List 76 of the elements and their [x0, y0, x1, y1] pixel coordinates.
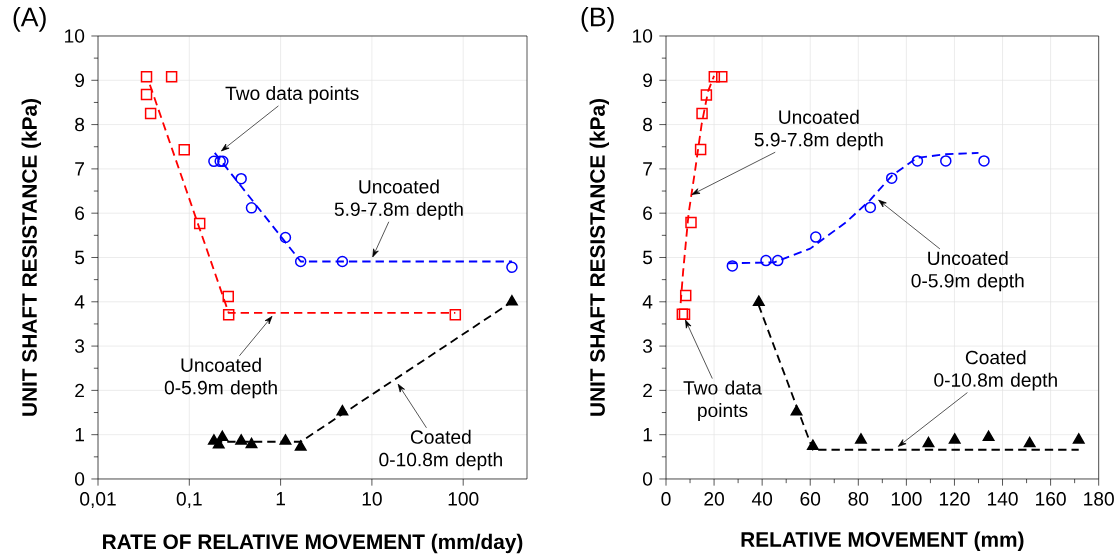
point	[940, 155, 952, 167]
y-tick-label: 10	[633, 29, 653, 43]
x-tick-label: 10	[362, 492, 382, 506]
chart-title: (B)	[581, 6, 614, 32]
y-axis-title: UNIT SHAFT RESISTANCE (kPa)	[21, 99, 42, 416]
y-tick-label: 1	[75, 428, 84, 442]
point	[772, 254, 784, 267]
point	[752, 295, 765, 306]
point	[1072, 433, 1085, 444]
x-tick-label: 0	[661, 492, 671, 506]
annotation: Coated 0-10.8m depth	[934, 350, 1057, 391]
x-tick-label: 80	[848, 492, 869, 506]
y-tick-label: 5	[642, 250, 653, 265]
y-tick-label: 3	[642, 339, 653, 353]
y-tick-label: 9	[643, 73, 652, 88]
point	[911, 155, 924, 167]
y-tick-label: 10	[65, 29, 85, 43]
x-tick-label: 0,1	[176, 492, 202, 508]
annotation: Two data points	[683, 380, 762, 421]
point	[864, 201, 877, 214]
x-axis-title: RATE OF RELATIVE MOVEMENT (mm/day)	[103, 533, 523, 554]
y-axis-title: UNIT SHAFT RESISTANCE (kPa)	[589, 99, 610, 416]
point	[696, 107, 708, 120]
point	[978, 155, 990, 167]
x-axis-title: RELATIVE MOVEMENT (mm)	[741, 531, 1024, 551]
point	[982, 430, 995, 442]
point	[679, 289, 692, 302]
y-tick-label: 7	[75, 162, 84, 176]
point	[922, 436, 935, 448]
x-tick-label: 120	[939, 492, 970, 506]
y-tick-label: 8	[75, 117, 85, 132]
annotation: Uncoated 5.9-7.8m depth	[334, 179, 463, 220]
point	[855, 433, 867, 444]
point	[685, 216, 697, 229]
point	[760, 254, 772, 267]
annotation: Two data points	[225, 86, 359, 104]
y-tick-label: 3	[74, 339, 85, 353]
y-tick-label: 4	[642, 295, 653, 309]
point	[885, 172, 898, 184]
point	[700, 89, 713, 101]
point	[1023, 436, 1036, 448]
y-tick-label: 5	[75, 250, 85, 265]
chart-title: (A)	[13, 6, 46, 32]
x-tick-label: 40	[751, 492, 773, 506]
y-tick-label: 8	[643, 117, 653, 132]
x-tick-label: 100	[448, 492, 479, 506]
x-tick-label: 20	[704, 492, 724, 506]
x-tick-label: 180	[1084, 492, 1114, 506]
point	[694, 143, 707, 156]
annotation: Uncoated 0-5.9m depth	[164, 357, 277, 399]
y-tick-label: 6	[75, 206, 85, 220]
x-tick-label: 60	[800, 492, 821, 506]
point	[806, 439, 819, 450]
y-tick-label: 2	[75, 383, 84, 398]
x-tick-label: 140	[988, 492, 1018, 506]
point	[726, 260, 739, 272]
y-tick-label: 6	[643, 206, 653, 220]
point	[948, 433, 961, 444]
point	[810, 231, 822, 243]
y-tick-label: 4	[74, 295, 85, 309]
annotation: Uncoated 5.9-7.8m depth	[754, 109, 883, 151]
y-tick-label: 0	[75, 472, 85, 486]
y-tick-label: 7	[643, 162, 652, 176]
y-tick-label: 9	[75, 73, 85, 88]
point	[716, 70, 728, 83]
point	[708, 70, 721, 83]
annotation: Uncoated 0-5.9m depth	[911, 250, 1024, 292]
y-tick-label: 0	[642, 472, 653, 486]
x-tick-label: 160	[1036, 492, 1066, 506]
y-tick-label: 2	[643, 383, 652, 398]
point	[790, 404, 803, 416]
x-tick-label: 1	[276, 492, 285, 506]
x-tick-label: 0,01	[80, 492, 116, 508]
x-tick-label: 100	[891, 492, 922, 506]
annotation: Coated 0-10.8m depth	[379, 429, 502, 471]
y-tick-label: 1	[643, 428, 652, 442]
